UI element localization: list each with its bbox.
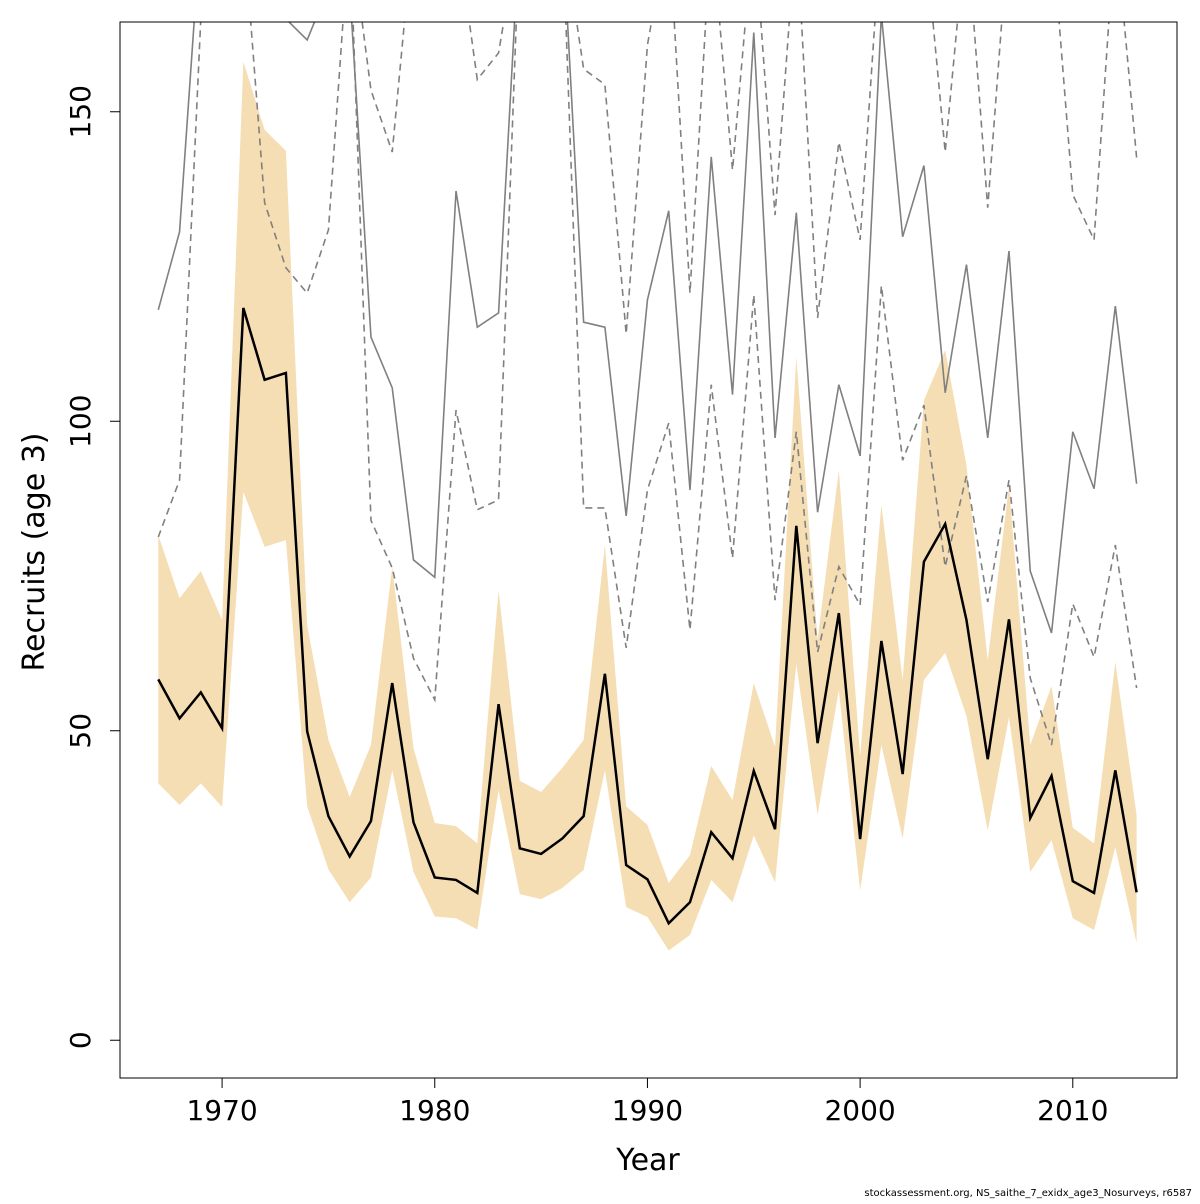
series-line (157, 22, 1138, 746)
plot-area (157, 22, 1138, 951)
series-line (157, 22, 1138, 634)
x-axis-label: Year (615, 1143, 680, 1178)
y-tick-label: 50 (64, 713, 97, 749)
y-tick-label: 0 (64, 1031, 97, 1049)
series-line (157, 307, 1138, 926)
y-axis-label: Recruits (age 3) (17, 433, 52, 672)
confidence-band (158, 61, 1137, 951)
y-tick-label: 100 (64, 395, 97, 448)
x-tick-label: 1990 (612, 1094, 683, 1127)
y-tick-label: 150 (64, 85, 97, 138)
x-tick-label: 2000 (824, 1094, 895, 1127)
series-line (361, 22, 1138, 335)
x-tick-label: 2010 (1037, 1094, 1108, 1127)
footnote: stockassessment.org, NS_saithe_7_exidx_a… (864, 1188, 1192, 1199)
x-tick-label: 1980 (399, 1094, 470, 1127)
x-tick-label: 1970 (186, 1094, 257, 1127)
